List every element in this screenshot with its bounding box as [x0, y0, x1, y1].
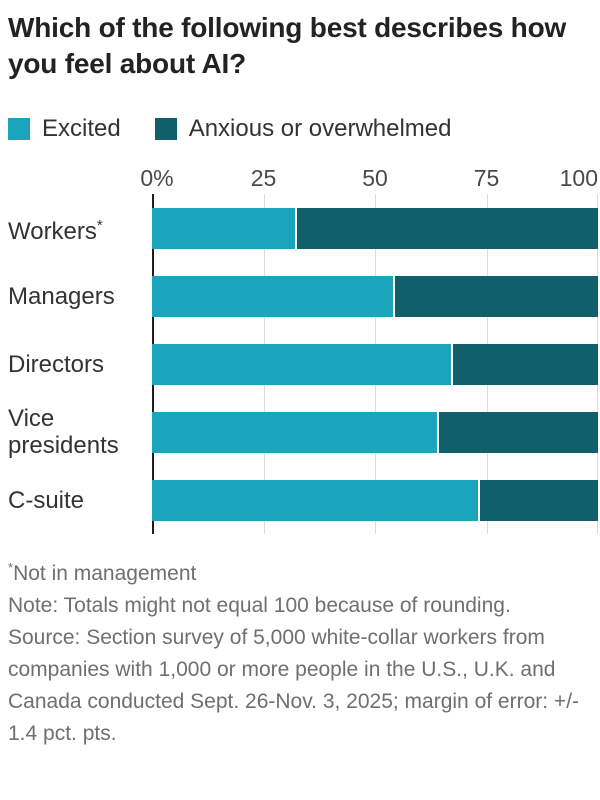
footnote-asterisk-line: *Not in management: [8, 558, 592, 590]
legend-label: Excited: [42, 115, 121, 142]
bar-segment-anxious: [477, 479, 598, 521]
x-tick-label: 0%: [140, 165, 174, 191]
bar-track: [152, 411, 598, 453]
legend-swatch: [154, 118, 177, 140]
bar-segment-excited: [152, 275, 393, 317]
legend-swatch: [8, 118, 30, 140]
chart-row: C-suite: [8, 466, 598, 534]
legend-item-anxious: Anxious or overwhelmed: [154, 115, 452, 143]
chart-row: Workers*: [8, 194, 598, 262]
bar-segment-anxious: [450, 343, 598, 385]
bar-track: [152, 343, 598, 385]
x-tick-label: 75: [473, 165, 500, 191]
plot-area: Workers* Managers Directors Vice presidents…: [8, 194, 598, 534]
bar-segment-anxious: [294, 207, 598, 249]
note-line: Note: Totals might not equal 100 because…: [8, 594, 511, 617]
x-axis-labels: 0% 25 50 75 100: [140, 165, 598, 194]
chart-row: Directors: [8, 330, 598, 398]
asterisk-mark: *: [8, 560, 14, 575]
bar-segment-anxious: [437, 411, 598, 453]
chart-legend: Excited Anxious or overwhelmed: [8, 115, 598, 143]
source-line: Source: Section survey of 5,000 white-co…: [8, 626, 580, 745]
asterisk-mark: *: [96, 216, 103, 234]
bar-track: [152, 479, 598, 521]
chart-rows: Workers* Managers Directors Vice presidents…: [8, 194, 598, 534]
footnotes: *Not in management Note: Totals might no…: [8, 558, 598, 750]
legend-label: Anxious or overwhelmed: [188, 115, 452, 142]
chart-card: Which of the following best describes ho…: [8, 12, 598, 750]
footnote-text: Not in management: [13, 562, 197, 585]
bar-segment-excited: [152, 479, 478, 521]
category-label: Managers: [8, 282, 115, 310]
category-label: Vice presidents: [8, 405, 119, 459]
category-label: Workers*: [8, 216, 103, 245]
bar-segment-anxious: [392, 275, 598, 317]
chart-row: Managers: [8, 262, 598, 330]
bar-track: [152, 275, 598, 317]
bar-segment-excited: [152, 207, 295, 249]
legend-item-excited: Excited: [8, 115, 121, 143]
x-tick-label: 25: [250, 165, 277, 191]
bar-segment-excited: [152, 343, 451, 385]
category-label: Directors: [8, 350, 105, 378]
x-tick-label: 50: [362, 165, 388, 191]
category-label: C-suite: [8, 486, 85, 514]
x-tick-label: 100: [559, 165, 598, 191]
chart-title: Which of the following best describes ho…: [8, 12, 567, 79]
bar-segment-excited: [152, 411, 438, 453]
chart-area: 0% 25 50 75 100 Workers* Managers Directors Vic…: [8, 165, 598, 534]
bar-track: [152, 207, 598, 249]
chart-row: Vice presidents: [8, 398, 598, 466]
